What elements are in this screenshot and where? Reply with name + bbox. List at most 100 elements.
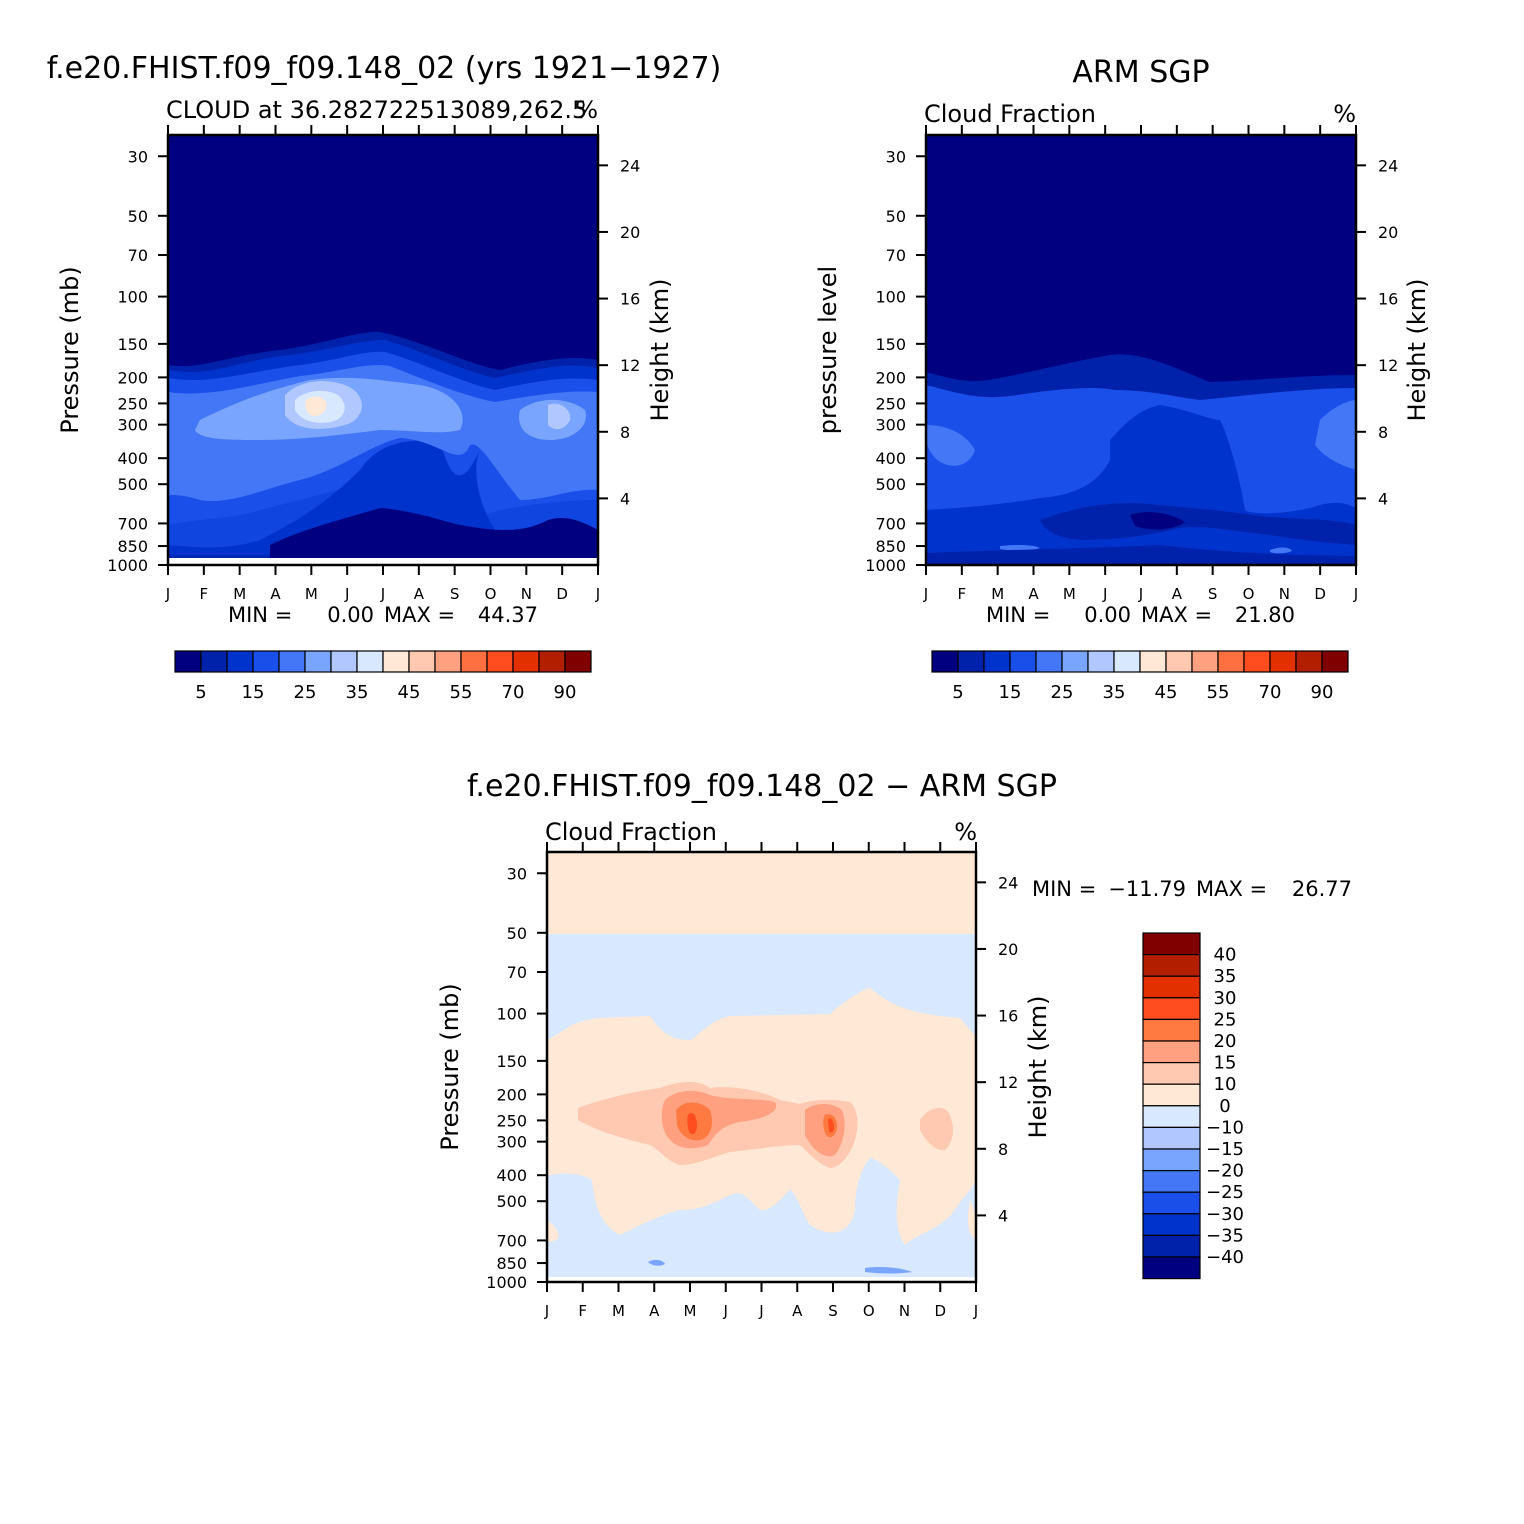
y-tick-label: 150 [496, 1052, 527, 1071]
colorbar-swatch [1142, 932, 1201, 956]
panel-observation: ARM SGP Cloud Fraction % J F M A M J J A S O N D J 30… [814, 55, 1431, 703]
panel-2-axes: J F M A M J J A S O N D J 30 50 70 100 150 200 250 300 400 500… [865, 125, 1398, 603]
colorbar-swatch [1142, 1126, 1201, 1150]
colorbar-label: −25 [1206, 1182, 1244, 1203]
colorbar-swatch [486, 650, 514, 673]
y-tick-label: 500 [496, 1192, 527, 1211]
colorbar-swatch [1142, 1018, 1201, 1042]
x-tick-label: M [305, 585, 318, 603]
x-tick-label: O [485, 585, 497, 603]
colorbar-label: 25 [1051, 682, 1074, 703]
y2-tick-label: 16 [620, 290, 640, 309]
colorbar-swatch [382, 650, 410, 673]
x-tick-label: A [792, 1302, 803, 1320]
x-tick-label: A [1028, 585, 1039, 603]
colorbar-swatch [356, 650, 384, 673]
y-tick-label: 100 [496, 1005, 527, 1024]
colorbar-swatch [957, 650, 985, 673]
y2-tick-label: 12 [1378, 356, 1398, 375]
y2-tick-label: 24 [620, 156, 640, 175]
x-tick-label: M [233, 585, 246, 603]
colorbar-swatch [931, 650, 959, 673]
colorbar-swatch [1142, 1105, 1201, 1129]
x-tick-label: O [863, 1302, 875, 1320]
panel-3-min-value: −11.79 [1108, 877, 1186, 901]
y2-tick-label: 20 [1378, 223, 1398, 242]
colorbar-swatch [1142, 1083, 1201, 1107]
colorbar-label: −35 [1206, 1225, 1244, 1246]
colorbar-label: 30 [1214, 988, 1237, 1009]
x-tick-label: M [612, 1302, 625, 1320]
y-tick-label: 150 [117, 335, 148, 354]
colorbar-swatch [1139, 650, 1167, 673]
x-tick-label: A [649, 1302, 660, 1320]
x-tick-label: J [380, 585, 385, 603]
colorbar-label: −10 [1206, 1117, 1244, 1138]
colorbar-swatch [200, 650, 228, 673]
y2-tick-label: 4 [998, 1206, 1008, 1225]
colorbar-swatch [1321, 650, 1349, 673]
y-tick-label: 70 [128, 246, 148, 265]
y-tick-label: 200 [875, 368, 906, 387]
x-tick-label: J [758, 1302, 763, 1320]
colorbar-swatch [1142, 997, 1201, 1020]
y-tick-label: 100 [117, 288, 148, 307]
x-tick-label: J [1102, 585, 1107, 603]
x-tick-label: N [1279, 585, 1290, 603]
colorbar-label: −40 [1206, 1247, 1244, 1268]
panel-1-ylabel: Pressure (mb) [56, 266, 84, 433]
x-tick-label: O [1243, 585, 1255, 603]
y2-tick-label: 12 [620, 356, 640, 375]
colorbar-swatch [1142, 953, 1201, 977]
y-tick-label: 1000 [107, 556, 148, 575]
x-tick-label: F [578, 1302, 587, 1320]
y-tick-label: 400 [875, 449, 906, 468]
colorbar-label: 35 [346, 682, 369, 703]
x-tick-label: J [723, 1302, 728, 1320]
colorbar-label: 15 [999, 682, 1022, 703]
colorbar-swatch [1061, 650, 1089, 673]
colorbar-swatch [304, 650, 332, 673]
colorbar-swatch [1142, 1061, 1201, 1085]
y-tick-label: 200 [496, 1085, 527, 1104]
colorbar-swatch [1243, 650, 1271, 673]
x-tick-label: J [1353, 585, 1358, 603]
colorbar-label: 55 [450, 682, 473, 703]
colorbar-swatch [564, 650, 592, 673]
colorbar-swatch [1142, 1040, 1201, 1064]
panel-2-max-label: MAX = [1141, 603, 1212, 627]
colorbar-swatch [330, 650, 358, 673]
panel-2-y2label: Height (km) [1403, 279, 1431, 422]
colorbar-swatch [1113, 650, 1141, 673]
colorbar-swatch [1087, 650, 1115, 673]
panel-3-contour-field [547, 852, 976, 1282]
x-tick-label: N [899, 1302, 910, 1320]
y2-tick-label: 8 [620, 423, 630, 442]
x-tick-label: J [344, 585, 349, 603]
panel-3-min-label: MIN = [1032, 877, 1096, 901]
colorbar-label: 40 [1214, 945, 1237, 966]
colorbar-label: 15 [242, 682, 265, 703]
colorbar-label: 0 [1219, 1096, 1230, 1117]
colorbar-label: 20 [1214, 1031, 1237, 1052]
y-tick-label: 250 [117, 394, 148, 413]
colorbar-swatch [512, 650, 540, 673]
colorbar-label: 70 [502, 682, 525, 703]
panel-3-units: % [954, 818, 977, 846]
panel-2-subtitle: Cloud Fraction [924, 100, 1096, 128]
panel-2-min-value: 0.00 [1084, 603, 1131, 627]
x-tick-label: J [923, 585, 928, 603]
panel-difference: f.e20.FHIST.f09_f09.148_02 − ARM SGP Clo… [436, 769, 1352, 1320]
x-tick-label: S [1208, 585, 1218, 603]
colorbar-label: 35 [1214, 966, 1237, 987]
x-tick-label: M [1063, 585, 1076, 603]
colorbar-swatch [278, 650, 306, 673]
colorbar-label: 90 [1311, 682, 1334, 703]
colorbar-swatch [1142, 1234, 1201, 1258]
colorbar-label: 35 [1103, 682, 1126, 703]
y-tick-label: 850 [117, 537, 148, 556]
colorbar-swatch [983, 650, 1011, 673]
y2-tick-label: 8 [1378, 423, 1388, 442]
x-tick-label: J [973, 1302, 978, 1320]
